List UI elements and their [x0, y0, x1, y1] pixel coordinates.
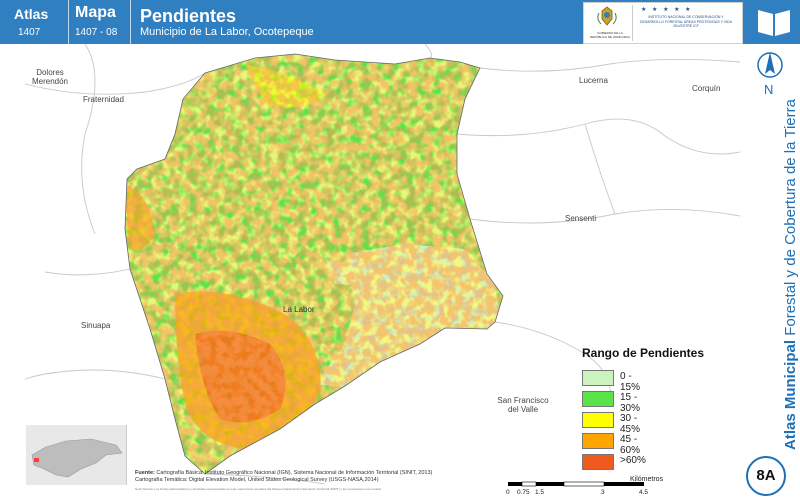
right-sidebar [740, 44, 800, 500]
honduras-silhouette [31, 438, 123, 478]
legend-label: >60% [620, 455, 646, 466]
legend-swatch [582, 391, 614, 407]
scale-bar: Kilómetros 0 0.75 1.5 3 4.5 [505, 476, 663, 500]
scale-tick: 0.75 [517, 489, 530, 496]
institution-logos: GOBIERNO DE LA REPÚBLICA DE HONDURAS ★ ★… [583, 2, 743, 44]
page-subtitle: Municipio de La Labor, Ocotepeque [140, 26, 314, 38]
page-title: Pendientes [140, 6, 237, 26]
source-credits: Fuente: Cartografía Básica: Instituto Ge… [135, 470, 465, 484]
government-logo: GOBIERNO DE LA REPÚBLICA DE HONDURAS [588, 5, 630, 41]
legend-label: 15 - 30% [620, 392, 641, 414]
place-sinuapa: Sinuapa [81, 321, 111, 330]
north-label: N [764, 82, 774, 97]
mapa-box: Mapa 1407 - 08 [68, 0, 131, 44]
place-corquin: Corquín [692, 84, 721, 93]
place-fraternidad: Fraternidad [83, 95, 124, 104]
coat-of-arms-icon [597, 6, 617, 26]
vertical-title-rest: Forestal y de Cobertura de la Tierra [782, 99, 799, 336]
legend-swatch [582, 412, 614, 428]
slope-map [25, 44, 740, 484]
stars-icon: ★ ★ ★ ★ ★ [641, 7, 693, 13]
government-logo-text: GOBIERNO DE LA REPÚBLICA DE HONDURAS [590, 31, 630, 39]
mapa-label: Mapa [75, 4, 116, 21]
legend-label: 0 - 15% [620, 371, 641, 393]
locator-inset-map [26, 425, 127, 485]
legend-swatch [582, 454, 614, 470]
location-marker [34, 458, 39, 462]
north-arrow-icon [757, 48, 783, 98]
atlas-box: Atlas 1407 [0, 0, 69, 44]
legend-label: 30 - 45% [620, 413, 641, 435]
source-line1: Cartografía Básica: Instituto Geográfico… [156, 470, 433, 476]
icf-logo-text: INSTITUTO NACIONAL DE CONSERVACIÓN Y DES… [639, 15, 733, 28]
atlas-vertical-title: Atlas Municipal Forestal y de Cobertura … [782, 99, 799, 450]
municipality-boundary [124, 53, 504, 475]
technical-notes: Nota Técnica: Los límites administrativo… [135, 487, 382, 491]
scale-tick: 1.5 [535, 489, 545, 496]
page-badge: 8A [746, 456, 786, 496]
place-sensenti: Sensenti [565, 214, 597, 223]
place-la-labor: La Labor [283, 305, 315, 314]
book-icon [748, 0, 800, 44]
scale-tick: 0 [506, 489, 510, 496]
legend-title: Rango de Pendientes [582, 346, 705, 360]
legend: Rango de Pendientes 0 - 15% 15 - 30% 30 - … [578, 346, 738, 476]
legend-swatch [582, 433, 614, 449]
place-lucerna: Lucerna [579, 76, 608, 85]
header-bar: Atlas 1407 Mapa 1407 - 08 Pendientes Mun… [0, 0, 800, 44]
scale-tick: 4.5 [639, 489, 649, 496]
atlas-code: 1407 [18, 27, 41, 38]
scale-tick: 3 [601, 489, 605, 496]
source-label: Fuente: [135, 470, 155, 476]
atlas-label: Atlas [14, 6, 49, 22]
icf-logo: ★ ★ ★ ★ ★ INSTITUTO NACIONAL DE CONSERVA… [632, 5, 739, 41]
place-san-francisco-del-valle: San Francisco del Valle [497, 396, 549, 414]
scale-unit: Kilómetros [630, 476, 664, 483]
mapa-code: 1407 - 08 [75, 27, 118, 38]
map-area[interactable]: Dolores Merendón Fraternidad Lucerna Cor… [25, 44, 740, 484]
legend-label: 45 - 60% [620, 434, 641, 456]
vertical-title-bold: Atlas Municipal [782, 339, 799, 450]
source-line2: Cartografía Temática: Digital Elevation … [135, 477, 379, 483]
legend-swatch [582, 370, 614, 386]
place-dolores-merendon: Dolores Merendón [31, 68, 69, 86]
